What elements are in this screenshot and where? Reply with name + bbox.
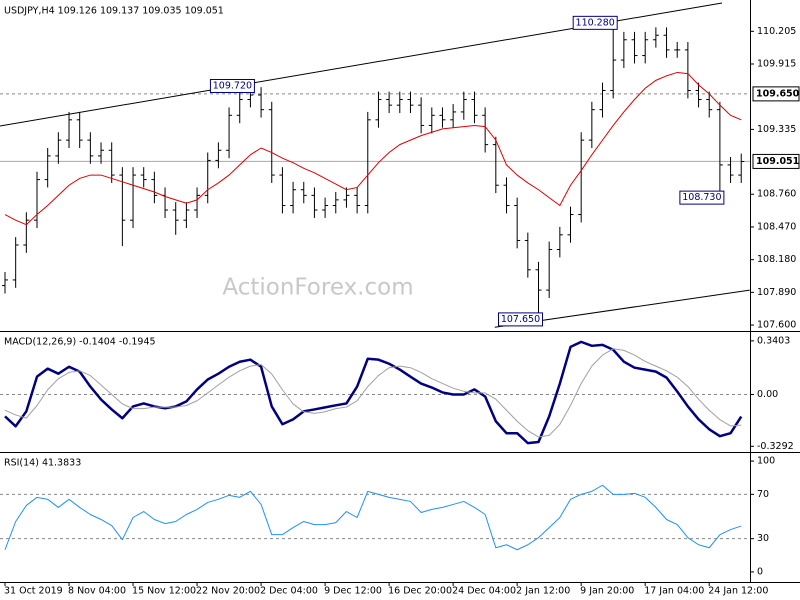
y-tick-label: 109.335 — [757, 124, 796, 135]
pane-title: USDJPY,H4 109.126 109.137 109.035 109.05… — [4, 6, 224, 17]
x-tick-label: 9 Jan 20:00 — [580, 586, 634, 597]
annotation-label: 109.720 — [213, 80, 252, 91]
y-tick-label: 107.890 — [757, 287, 796, 298]
annotation-box — [572, 15, 618, 30]
price-label: 109.051 — [756, 156, 799, 167]
x-tick-label: 31 Oct 2019 — [4, 586, 63, 597]
y-tick-label: 110.205 — [757, 26, 796, 37]
price-label: 109.650 — [756, 88, 800, 99]
x-tick-label: 24 Jan 12:00 — [708, 586, 768, 597]
x-tick-label: 17 Jan 04:00 — [644, 586, 704, 597]
annotation-box — [209, 78, 255, 93]
annotation-label: 107.650 — [501, 314, 540, 325]
x-tick-label: 9 Dec 12:00 — [324, 586, 382, 597]
indicator-line — [4, 340, 743, 445]
x-tick-label: 15 Nov 12:00 — [132, 586, 196, 597]
annotation-label: 108.730 — [682, 192, 721, 203]
moving-average — [4, 71, 742, 226]
indicator-line — [4, 484, 742, 551]
y-tick-label: 108.760 — [757, 189, 796, 200]
pane-title: MACD(12,26,9) -0.1404 -0.1945 — [4, 337, 156, 348]
x-tick-label: 2 Dec 04:00 — [260, 586, 318, 597]
indicator-line — [4, 348, 742, 438]
y-tick-label: 0.3403 — [757, 335, 790, 346]
y-tick-label: 0 — [757, 566, 763, 577]
y-tick-label: -0.3292 — [757, 441, 794, 452]
y-tick-label: 30 — [757, 533, 769, 544]
y-tick-label: 107.600 — [757, 320, 796, 331]
y-tick-label: 100 — [757, 456, 775, 467]
annotation-box — [498, 312, 543, 327]
y-tick-label: 108.470 — [757, 221, 796, 232]
x-tick-label: 2 Jan 12:00 — [516, 586, 570, 597]
annotation-box — [679, 190, 725, 205]
y-tick-label: 0.00 — [757, 389, 778, 400]
pane-title: RSI(14) 41.3833 — [4, 458, 81, 469]
watermark: ActionForex.com — [222, 275, 413, 301]
price-label-box — [752, 86, 800, 102]
x-tick-label: 24 Dec 04:00 — [452, 586, 516, 597]
price-label-box — [752, 153, 800, 169]
x-tick-label: 8 Nov 04:00 — [68, 586, 126, 597]
x-tick-label: 16 Dec 20:00 — [388, 586, 452, 597]
x-tick-label: 22 Nov 20:00 — [196, 586, 260, 597]
y-tick-label: 109.915 — [757, 59, 796, 70]
y-tick-label: 70 — [757, 489, 769, 500]
annotation-label: 110.280 — [576, 17, 615, 28]
y-tick-label: 108.180 — [757, 254, 796, 265]
